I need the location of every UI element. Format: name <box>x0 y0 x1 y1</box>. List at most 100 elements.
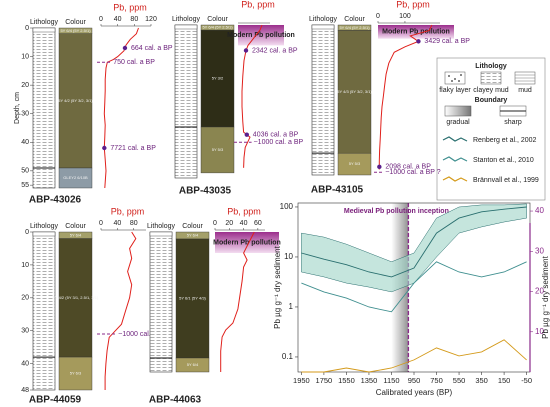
band-label: Modern Pb pollution <box>227 32 295 39</box>
date-label: 2342 cal. a BP <box>252 47 298 54</box>
lithology-column <box>32 231 56 391</box>
y-tick-label: 40 <box>21 139 29 146</box>
x-tick-label: 1150 <box>383 376 399 385</box>
colour-unit <box>200 126 235 174</box>
x-tick-label: 20 <box>225 220 233 227</box>
mud-lines <box>515 74 535 82</box>
y-tick-label: 0.1 <box>282 352 294 361</box>
column-label: Lithology <box>309 16 338 23</box>
date-label: ~1000 cal. a BP <box>118 331 168 338</box>
legend-title: Boundary <box>475 97 508 104</box>
gradual-swatch <box>444 105 472 117</box>
flaky-layer <box>311 24 335 30</box>
x-tick-label: 40 <box>114 16 122 23</box>
series-legend: Renberg et al., 2002 Stanton et al., 2010… <box>442 136 539 184</box>
core-title: ABP-43105 <box>311 185 364 196</box>
column-label: Colour <box>182 223 203 230</box>
lithology-column <box>311 24 335 176</box>
x-tick-label: 1550 <box>338 376 355 385</box>
flaky-layer <box>32 27 56 33</box>
y-tick-label: 0 <box>25 25 29 32</box>
date-label: 750 cal. a BP <box>113 59 155 66</box>
x-tick-label: 120 <box>145 16 157 23</box>
colour-unit-label: 5Y 6/4 <box>187 362 199 367</box>
column-label: Lithology <box>172 16 201 23</box>
inception-label: Medieval Pb pollution inception <box>344 208 449 215</box>
column-label: Lithology <box>30 19 59 26</box>
date-label: 3429 cal. a BP <box>424 38 470 45</box>
y-tick-label: 100 <box>280 202 294 211</box>
colour-unit <box>58 33 93 169</box>
colour-unit-label: 5Y 5/3 <box>349 161 361 166</box>
legend-title: Lithology <box>475 63 507 70</box>
pb-curve <box>220 231 255 372</box>
x-tick-label: 0 <box>213 220 217 227</box>
pb-curve <box>103 27 139 189</box>
x-axis-label: Pb, ppm <box>227 206 261 216</box>
y-tick-label: 40 <box>21 361 29 368</box>
core-title: ABP-43026 <box>29 195 82 206</box>
pollution-band <box>238 25 284 46</box>
x-tick-label: 950 <box>408 376 421 385</box>
date-label: ~1000 cal. a BP ? <box>385 169 440 176</box>
date-dot <box>377 164 382 170</box>
column-label: Colour <box>65 19 86 26</box>
lithology-column <box>174 24 198 179</box>
legend-item: gradual <box>446 119 470 126</box>
x-tick-label: 80 <box>130 16 138 23</box>
colour-unit-label: 5Y 5/3 <box>212 147 224 152</box>
flaky-layer <box>174 24 198 30</box>
pb-curve <box>104 231 137 390</box>
series-line <box>301 339 527 373</box>
x-tick-label: 40 <box>240 220 248 227</box>
colour-unit <box>200 29 235 128</box>
y2-tick-label: 40 <box>535 206 544 215</box>
colour-unit-label: 5Y 6/1 (5Y 4/3) <box>179 296 206 301</box>
colour-unit-label: 5Y 6/4 (5Y 2.5/1) <box>202 25 233 30</box>
column-label: Colour <box>207 16 228 23</box>
date-label: 7721 cal. a BP <box>110 145 156 152</box>
colour-unit <box>337 152 372 176</box>
x-tick-label: 1350 <box>361 376 378 385</box>
x-tick-label: 0 <box>376 13 380 20</box>
colour-unit <box>58 238 93 358</box>
colour-unit-label: 5Y 6/4 (5Y 2.5/1) <box>60 28 91 33</box>
y2-tick-label: 30 <box>535 246 544 255</box>
colour-unit <box>175 238 210 359</box>
date-dot <box>243 48 249 53</box>
clayey-swatch <box>480 71 502 85</box>
x-axis-label: Pb, ppm <box>396 0 430 9</box>
x-tick-label: 0 <box>99 220 103 227</box>
x-axis-label: Pb, ppm <box>113 2 147 12</box>
x-axis-label: Calibrated years (BP) <box>376 388 453 397</box>
y-tick-label: 55 <box>21 182 29 189</box>
date-dot <box>102 145 107 151</box>
colour-unit <box>337 30 372 154</box>
legend-item: clayey mud <box>473 87 509 94</box>
colour-unit-label: GLEY2 6/10B <box>63 175 88 180</box>
lithology-column <box>32 27 56 189</box>
colour-unit-label: 5Y 6/4 <box>70 232 82 237</box>
x-tick-label: 550 <box>453 376 466 385</box>
y-tick-label: 10 <box>21 53 29 60</box>
legend: Lithology flaky layer clayey mud mud Bou… <box>436 57 546 201</box>
x-tick-label: 750 <box>430 376 443 385</box>
series-line <box>301 261 527 313</box>
column-label: Lithology <box>147 223 176 230</box>
y-tick-label: 20 <box>21 82 29 89</box>
colour-unit-label: 5Y 4/3 (5Y 3/2, 3/1) <box>337 89 372 94</box>
date-dot <box>416 39 421 44</box>
colour-unit-label: 5Y 6/4 (5Y 2.5/1) <box>339 25 370 30</box>
x-tick-label: -50 <box>521 376 532 385</box>
x-tick-label: 40 <box>113 220 121 227</box>
x-tick-label: 1750 <box>316 376 333 385</box>
series-line <box>301 206 527 278</box>
date-label: 664 cal. a BP <box>131 45 173 52</box>
envelope <box>301 203 527 293</box>
flaky-dots <box>448 74 462 82</box>
plot-frame <box>297 202 531 373</box>
date-label: 2098 cal. a BP <box>385 164 431 171</box>
column-label: Colour <box>344 16 365 23</box>
y-tick-label: 10 <box>21 262 29 269</box>
